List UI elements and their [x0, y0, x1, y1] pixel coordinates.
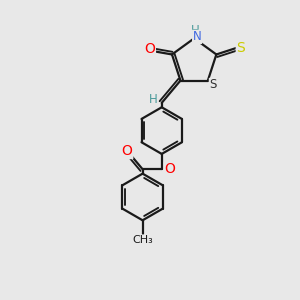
Text: S: S	[236, 41, 245, 55]
Text: O: O	[144, 42, 155, 56]
Text: O: O	[164, 162, 175, 176]
Text: CH₃: CH₃	[132, 235, 153, 245]
Text: S: S	[209, 78, 217, 92]
Text: N: N	[193, 30, 202, 44]
Text: H: H	[191, 24, 200, 37]
Text: O: O	[122, 144, 133, 158]
Text: H: H	[148, 93, 157, 106]
